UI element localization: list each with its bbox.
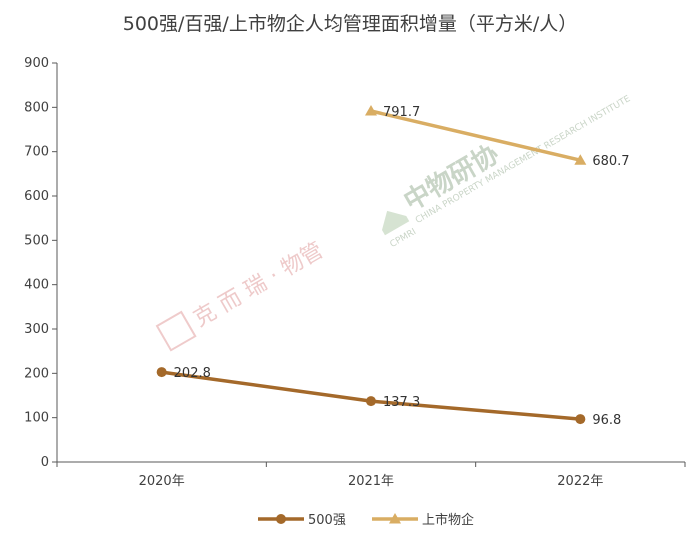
x-tick-label: 2022年 xyxy=(557,474,603,489)
data-point xyxy=(574,154,587,165)
y-tick-label: 100 xyxy=(24,411,49,426)
x-tick-label: 2020年 xyxy=(139,474,185,489)
legend: 500强 上市物企 xyxy=(258,512,474,528)
data-label: 137.3 xyxy=(383,395,420,410)
watermark-left: 克 而 瑞 · 物管 xyxy=(155,238,328,352)
series-layer: 202.8 137.3 96.8 791.7 680.7 xyxy=(156,105,630,428)
data-point xyxy=(365,105,377,116)
legend-marker xyxy=(276,514,286,524)
legend-item: 上市物企 xyxy=(372,512,474,528)
data-label: 202.8 xyxy=(174,366,211,381)
y-tick-label: 300 xyxy=(24,322,49,337)
y-tick-label: 600 xyxy=(24,189,49,204)
data-label: 791.7 xyxy=(383,105,420,120)
data-label: 96.8 xyxy=(592,413,621,428)
watermark-seal-icon xyxy=(155,310,197,352)
series-2: 791.7 680.7 xyxy=(365,105,630,169)
y-tick-label: 0 xyxy=(41,455,49,470)
data-point xyxy=(156,367,167,378)
series-line xyxy=(369,109,583,162)
x-tick-label: 2021年 xyxy=(348,474,394,489)
series-1: 202.8 137.3 96.8 xyxy=(156,366,621,428)
data-point xyxy=(366,396,376,407)
watermark-logo-icon xyxy=(382,210,410,236)
series-line xyxy=(159,370,583,421)
legend-label: 500强 xyxy=(308,513,346,528)
watermark-left-text: 克 而 瑞 · 物管 xyxy=(190,238,328,332)
y-tick-label: 500 xyxy=(24,233,49,248)
legend-item: 500强 xyxy=(258,513,346,528)
y-tick-label: 400 xyxy=(24,278,49,293)
chart-title: 500强/百强/上市物企人均管理面积增量（平方米/人） xyxy=(123,13,577,35)
y-tick-label: 200 xyxy=(24,366,49,381)
y-tick-label: 700 xyxy=(24,145,49,160)
legend-label: 上市物企 xyxy=(422,512,474,528)
data-point xyxy=(575,414,586,425)
y-tick-label: 800 xyxy=(24,100,49,115)
legend-marker xyxy=(389,513,401,524)
data-label: 680.7 xyxy=(592,154,629,169)
y-tick-label: 900 xyxy=(24,56,49,71)
axes: 0 100 200 300 400 500 600 700 800 900 2020年 2021年 20… xyxy=(24,56,686,489)
